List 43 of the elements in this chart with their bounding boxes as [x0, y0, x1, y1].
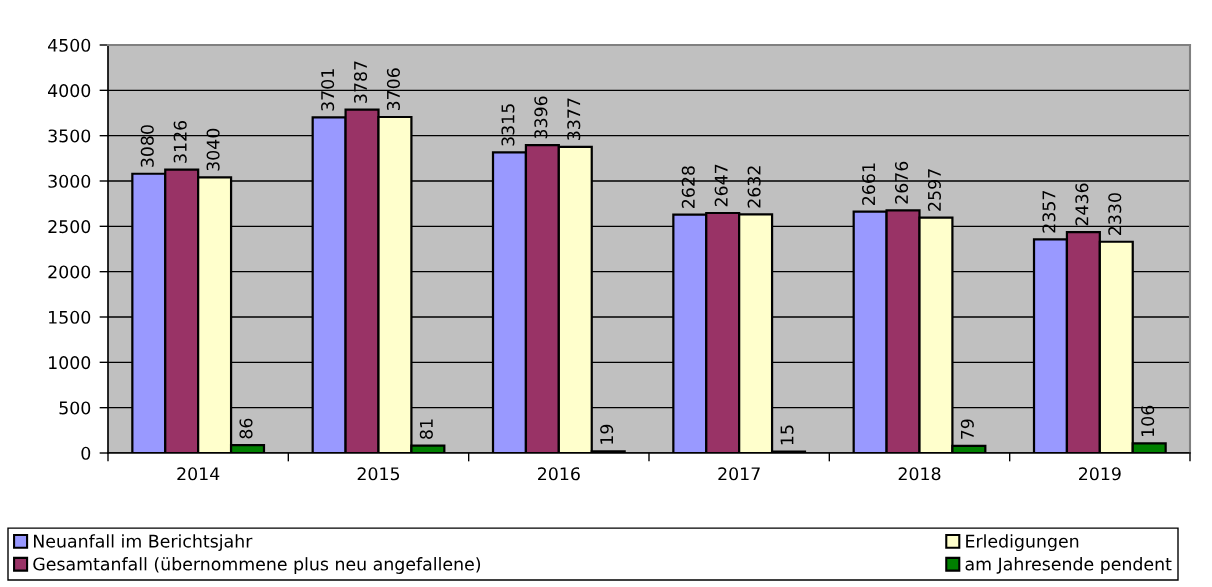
data-label: 2597	[927, 169, 941, 211]
data-label: 81	[419, 419, 433, 439]
y-tick-label: 0	[81, 446, 91, 460]
x-tick-label: 2014	[177, 467, 220, 481]
data-label: 3040	[206, 128, 220, 171]
data-label: 3706	[386, 68, 400, 111]
data-label: 3126	[173, 120, 187, 163]
legend-label: Gesamtanfall (übernommene plus neu angefallene)	[33, 557, 481, 574]
data-label: 19	[600, 424, 614, 444]
y-tick-label: 2000	[48, 265, 91, 279]
legend-label: am Jahresende pendent	[965, 557, 1172, 574]
data-label: 2436	[1075, 183, 1089, 226]
x-tick-label: 2018	[898, 467, 941, 481]
y-tick-label: 4500	[48, 38, 91, 52]
legend-label: Neuanfall im Berichtsjahr	[34, 534, 253, 552]
data-label: 3315	[501, 104, 515, 146]
x-tick-label: 2016	[538, 467, 580, 481]
data-label: 2676	[894, 161, 909, 204]
y-tick-label: 1000	[49, 356, 91, 370]
y-tick-label: 500	[59, 401, 91, 415]
data-label: 15	[780, 425, 794, 445]
data-label: 2632	[747, 166, 761, 208]
data-label: 3787	[353, 61, 368, 103]
data-label: 3701	[321, 69, 335, 111]
data-label: 2661	[862, 163, 876, 205]
data-label: 2628	[681, 166, 695, 208]
y-tick-label: 4000	[48, 84, 91, 98]
y-tick-label: 2500	[48, 220, 91, 234]
x-tick-label: 2019	[1079, 467, 1121, 481]
data-label: 2647	[714, 164, 728, 207]
data-label: 3377	[567, 98, 581, 140]
data-label: 79	[960, 419, 974, 439]
data-label: 3080	[140, 125, 154, 167]
data-label: 86	[239, 418, 253, 439]
y-tick-label: 3000	[48, 174, 91, 188]
x-tick-label: 2017	[718, 467, 760, 481]
legend-label: Erledigungen	[966, 534, 1079, 552]
y-tick-label: 3500	[48, 129, 91, 143]
data-label: 3396	[534, 96, 548, 139]
x-tick-label: 2015	[357, 467, 400, 481]
data-label: 2330	[1108, 193, 1122, 235]
data-label: 2357	[1042, 191, 1056, 233]
y-tick-label: 1500	[49, 310, 91, 324]
